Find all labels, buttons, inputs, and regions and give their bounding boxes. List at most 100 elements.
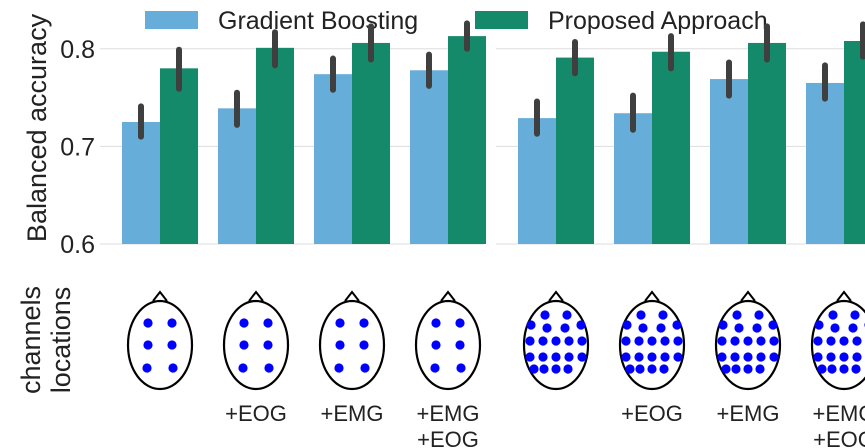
electrode-dot xyxy=(239,318,249,328)
electrode-dot xyxy=(456,363,466,373)
electrode-dot xyxy=(167,318,177,328)
electrode-dot xyxy=(647,352,657,362)
head-diagram xyxy=(714,290,782,391)
electrode-dot xyxy=(539,364,549,374)
bar xyxy=(556,57,594,244)
electrode-dot xyxy=(564,352,574,362)
electrode-dot xyxy=(538,352,548,362)
electrode-dot xyxy=(551,336,561,346)
electrode-dot xyxy=(658,310,668,320)
electrode-dot xyxy=(730,336,740,346)
panels: +EOG+EMG+EMG+EOG+EOG+EMG+EMG+EOG xyxy=(100,20,865,448)
bar xyxy=(410,70,448,244)
legend-swatch-1 xyxy=(145,11,198,29)
electrode-dot xyxy=(455,340,465,350)
electrode-dot xyxy=(721,364,731,374)
electrode-dot xyxy=(431,340,441,350)
electrode-dot xyxy=(660,352,670,362)
bar xyxy=(448,36,486,244)
electrode-dot xyxy=(562,310,572,320)
bar xyxy=(710,79,748,244)
electrode-dot xyxy=(551,364,561,374)
electrode-dot xyxy=(659,364,669,374)
bar xyxy=(218,108,256,244)
electrode-dot xyxy=(830,323,840,333)
electrode-dot xyxy=(850,310,860,320)
head-diagram xyxy=(810,290,865,391)
category-label: +EMG xyxy=(417,401,480,426)
electrode-dot xyxy=(839,364,849,374)
bar xyxy=(652,51,690,245)
bar xyxy=(844,40,865,244)
head-diagram xyxy=(126,290,194,391)
electrode-dot xyxy=(142,363,152,373)
electrode-dot xyxy=(852,336,862,346)
electrode-dot xyxy=(335,318,345,328)
nose-outline xyxy=(440,290,456,302)
electrode-dot xyxy=(525,336,535,346)
electrode-dot xyxy=(717,352,727,362)
electrode-dot xyxy=(359,340,369,350)
electrode-dot xyxy=(647,336,657,346)
electrode-dot xyxy=(826,336,836,346)
electrode-dot xyxy=(730,352,740,362)
electrode-dot xyxy=(560,323,570,333)
electrode-dot xyxy=(529,364,539,374)
electrode-dot xyxy=(563,364,573,374)
electrode-dot xyxy=(263,340,273,350)
legend-label-1: Gradient Boosting xyxy=(218,7,418,35)
bar xyxy=(314,74,352,245)
nose-outline xyxy=(740,290,756,302)
head-outline xyxy=(318,299,386,391)
electrode-dot xyxy=(828,310,838,320)
electrode-dot xyxy=(813,336,823,346)
head-outline xyxy=(222,299,290,391)
y-tick-label: 0.6 xyxy=(60,231,95,259)
nose-outline xyxy=(344,290,360,302)
legend-swatch-2 xyxy=(475,11,528,29)
head-diagram xyxy=(318,290,386,391)
electrode-dot xyxy=(455,318,465,328)
electrode-dot xyxy=(814,320,824,330)
electrode-dot xyxy=(430,363,440,373)
electrode-dot xyxy=(826,352,836,362)
electrode-dot xyxy=(769,352,779,362)
bar xyxy=(748,42,786,244)
electrode-dot xyxy=(717,336,727,346)
head-outline xyxy=(414,299,482,391)
nose-outline xyxy=(152,290,168,302)
nose-outline xyxy=(248,290,264,302)
bar xyxy=(122,122,160,244)
electrode-dot xyxy=(360,363,370,373)
category-label: +EMG xyxy=(321,401,384,426)
electrode-dot xyxy=(768,320,778,330)
legend-label-2: Proposed Approach xyxy=(548,7,768,35)
electrode-dot xyxy=(540,310,550,320)
electrode-dot xyxy=(756,352,766,362)
electrode-dot xyxy=(625,364,635,374)
electrode-dot xyxy=(538,336,548,346)
electrode-dot xyxy=(743,336,753,346)
electrode-dot xyxy=(852,352,862,362)
bar xyxy=(160,68,198,244)
electrode-dot xyxy=(656,323,666,333)
electrode-dot xyxy=(564,336,574,346)
category-label: +EOG xyxy=(621,401,683,426)
electrode-dot xyxy=(647,364,657,374)
electrode-dot xyxy=(621,352,631,362)
category-label: +EOG xyxy=(225,401,287,426)
electrode-dot xyxy=(542,323,552,333)
y-tick-label: 0.7 xyxy=(60,133,95,161)
panel-2: +EOG+EMG+EMG+EOG xyxy=(496,21,865,448)
electrode-dot xyxy=(672,320,682,330)
head-diagram xyxy=(618,290,686,391)
electrode-dot xyxy=(525,352,535,362)
electrode-dot xyxy=(551,352,561,362)
electrode-dot xyxy=(813,352,823,362)
electrode-dot xyxy=(359,318,369,328)
electrode-dot xyxy=(827,364,837,374)
electrode-dot xyxy=(755,364,765,374)
electrode-dot xyxy=(577,336,587,346)
head-diagram xyxy=(522,290,590,391)
